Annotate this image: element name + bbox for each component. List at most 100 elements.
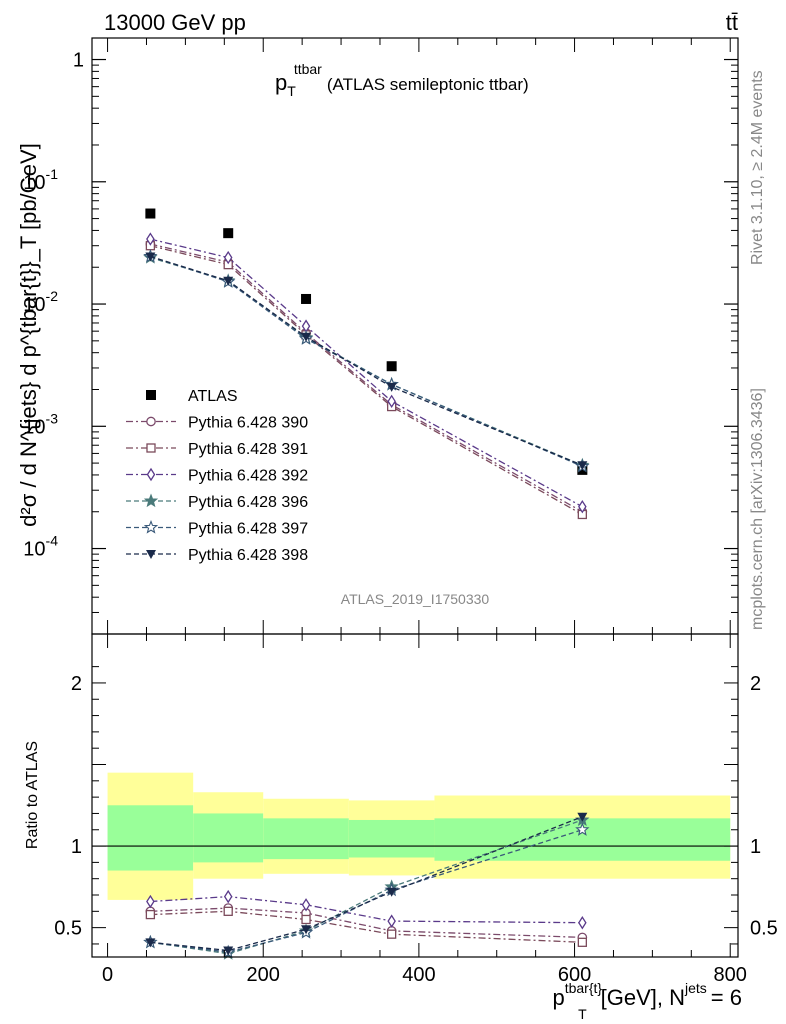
main-point-atlas — [145, 208, 156, 219]
ratio-point-pythia-6-428-398 — [145, 938, 156, 948]
ratio-point-pythia-6-428-392 — [223, 889, 233, 904]
ratio-point-pythia-6-428-397 — [575, 822, 590, 836]
ratio-point-pythia-6-428-398 — [223, 946, 234, 956]
legend-label: Pythia 6.428 397 — [188, 521, 308, 538]
legend-marker — [146, 390, 156, 400]
ratio-point-pythia-6-428-391 — [577, 937, 587, 947]
stat-uncertainty-band-3 — [348, 819, 435, 858]
main-point-atlas — [223, 228, 234, 239]
ratio-series-line-pythia-6-428-398 — [150, 816, 583, 952]
legend-label: Pythia 6.428 390 — [188, 415, 308, 432]
ratio-ytick-label: 2 — [71, 673, 82, 695]
xlabel-main: p — [552, 985, 564, 1010]
legend-entry: ATLAS — [146, 388, 238, 405]
ratio-ytick-label-right: 1 — [750, 836, 761, 858]
main-point-pythia-6-428-398 — [301, 332, 312, 342]
legend-label: Pythia 6.428 392 — [188, 468, 308, 485]
legend-marker — [146, 467, 156, 482]
main-ytick-label: 1 — [73, 50, 84, 72]
legend-entry: Pythia 6.428 391 — [126, 441, 308, 458]
main-point-pythia-6-428-398 — [223, 276, 234, 286]
ratio-point-pythia-6-428-392 — [146, 894, 155, 909]
main-point-pythia-6-428-398 — [577, 461, 588, 471]
ratio-point-pythia-6-428-392 — [301, 898, 311, 912]
ratio-point-pythia-6-428-398 — [386, 887, 397, 897]
main-point-pythia-6-428-392 — [387, 394, 396, 409]
legend-marker — [146, 416, 156, 427]
ratio-panel-frame — [91, 633, 739, 958]
xtick-label: 200 — [247, 964, 280, 986]
ratio-ylabel: Ratio to ATLAS — [24, 741, 41, 849]
legend: ATLAS Pythia 6.428 390 Pythia 6.428 391 Pyt… — [126, 388, 308, 564]
main-panel-frame — [91, 37, 739, 635]
main-point-pythia-6-428-392 — [223, 250, 233, 265]
title-rest: (ATLAS semileptonic ttbar) — [327, 75, 529, 94]
xlabel-sup2: jets — [684, 980, 707, 996]
stat-uncertainty-band-1 — [193, 813, 264, 863]
ratio-point-pythia-6-428-398 — [301, 925, 312, 935]
process-label: tt̄ — [726, 10, 738, 35]
ratio-point-pythia-6-428-391 — [145, 909, 156, 920]
ratio-uncertainty-bands — [107, 772, 731, 900]
analysis-watermark: ATLAS_2019_I1750330 — [341, 591, 490, 607]
legend-label: ATLAS — [188, 388, 238, 405]
main-point-pythia-6-428-392 — [146, 232, 155, 246]
xtick-label: 0 — [102, 964, 113, 986]
title-main: p — [275, 70, 287, 95]
ratio-point-pythia-6-428-392 — [578, 916, 587, 930]
ratio-ytick-label-right: 0.5 — [750, 918, 778, 940]
legend-marker — [143, 519, 159, 534]
xlabel-rest: [GeV], N — [601, 985, 685, 1010]
xtick-label: 600 — [558, 964, 591, 986]
stat-uncertainty-band-0 — [107, 805, 194, 871]
stat-uncertainty-band-2 — [263, 818, 349, 860]
legend-marker — [146, 443, 156, 453]
main-ytick-label: 10-2 — [23, 288, 58, 316]
legend-label: Pythia 6.428 398 — [188, 547, 308, 564]
legend-marker — [146, 550, 156, 559]
legend-label: Pythia 6.428 396 — [188, 494, 308, 511]
main-ytick-label: 10-3 — [23, 410, 58, 438]
xtick-label: 800 — [714, 964, 747, 986]
legend-entry: Pythia 6.428 392 — [126, 468, 308, 485]
ratio-series-line-pythia-6-428-397 — [150, 829, 583, 953]
main-series-line-pythia-6-428-396 — [150, 256, 583, 466]
xlabel-sub: T — [578, 1006, 587, 1022]
legend-entry: Pythia 6.428 390 — [126, 415, 308, 432]
xtick-label: 400 — [402, 964, 435, 986]
title-sub: T — [287, 83, 296, 99]
main-point-pythia-6-428-392 — [578, 499, 587, 514]
xlabel-end: = 6 — [711, 985, 742, 1010]
legend-marker — [143, 493, 159, 508]
rivet-label: Rivet 3.1.10, ≥ 2.4M events — [749, 70, 766, 265]
ratio-ytick-label: 1 — [71, 836, 82, 858]
main-ytick-label: 10-4 — [23, 533, 58, 561]
ratio-point-pythia-6-428-391 — [387, 929, 397, 939]
ratio-point-pythia-6-428-391 — [301, 914, 311, 925]
legend-label: Pythia 6.428 391 — [188, 441, 308, 458]
main-series-line-pythia-6-428-398 — [150, 255, 583, 466]
main-point-atlas — [386, 361, 397, 372]
main-ytick-label: 10-1 — [23, 166, 58, 194]
main-point-pythia-6-428-398 — [386, 382, 397, 392]
ratio-series-line-pythia-6-428-391 — [150, 910, 583, 943]
mcplots-label: mcplots.cern.ch [arXiv:1306.3436] — [749, 388, 766, 630]
ratio-ytick-label: 0.5 — [54, 918, 82, 940]
title-sup: ttbar — [294, 61, 322, 77]
x-axis-label: ptbar{t} T [GeV], Njets = 6 — [552, 980, 742, 1022]
ratio-point-pythia-6-428-398 — [577, 812, 588, 822]
ratio-ytick-label-right: 2 — [750, 673, 761, 695]
energy-label: 13000 GeV pp — [104, 10, 246, 35]
main-point-pythia-6-428-398 — [145, 252, 156, 262]
legend-entry: Pythia 6.428 398 — [126, 547, 308, 564]
ratio-point-pythia-6-428-391 — [223, 906, 233, 916]
plot-title: pTttbar (ATLAS semileptonic ttbar) — [275, 61, 529, 99]
legend-entry: Pythia 6.428 396 — [126, 493, 308, 511]
xlabel-sup: tbar{t} — [565, 980, 603, 996]
ratio-series-line-pythia-6-428-396 — [150, 819, 583, 955]
main-series-line-pythia-6-428-397 — [150, 255, 583, 467]
legend-entry: Pythia 6.428 397 — [126, 519, 308, 538]
ratio-point-pythia-6-428-392 — [387, 914, 396, 928]
main-ylabel: d²σ / d N^{jets} d p^{tbar{t}}_T [pb/GeV… — [16, 143, 41, 527]
